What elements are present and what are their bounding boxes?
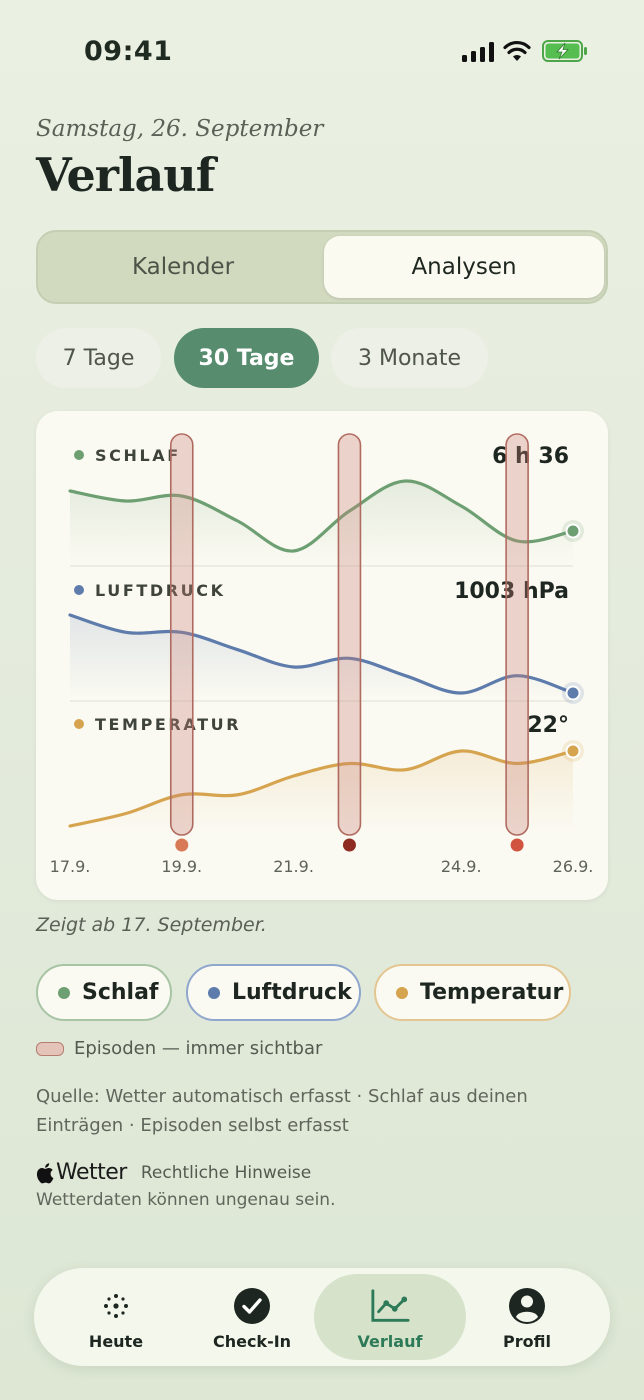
x-tick-label: 26.9.	[553, 857, 594, 876]
x-tick-label: 17.9.	[50, 857, 91, 876]
checkmark-circle-icon	[232, 1286, 272, 1326]
episode-legend: Episoden — immer sichtbar	[36, 1038, 322, 1059]
sparkle-dots-icon	[96, 1286, 136, 1326]
series-line	[68, 613, 575, 695]
weather-attribution: Wetter Rechtliche Hinweise	[36, 1160, 311, 1185]
series-current-value: 1003 hPa	[454, 579, 569, 604]
tab-check-in[interactable]: Check-In	[192, 1274, 312, 1360]
series-area	[70, 750, 573, 834]
episode-band	[337, 433, 362, 836]
range-7-days[interactable]: 7 Tage	[36, 328, 161, 388]
episode-swatch-icon	[36, 1041, 64, 1056]
tab-profile[interactable]: Profil	[466, 1274, 588, 1360]
legend-chip-pressure[interactable]: Luftdruck	[186, 964, 361, 1021]
series-current-value: 6 h 36	[492, 444, 569, 469]
tab-label: Heute	[88, 1332, 144, 1351]
sleep-dot-icon	[58, 986, 70, 999]
tab-label: Check-In	[212, 1332, 292, 1351]
weather-brand: Wetter	[56, 1160, 127, 1185]
view-segmented-control: Kalender Analysen	[36, 230, 608, 304]
trend-chart: SCHLAF 6 h 36 LUFTDRUCK 1003 hPa TEMPERATUR 2…	[50, 433, 594, 876]
episode-legend-label: Episoden — immer sichtbar	[74, 1038, 323, 1059]
series-dot	[74, 450, 84, 460]
current-point	[565, 523, 581, 539]
tab-label: Verlauf	[357, 1332, 423, 1351]
source-note: Quelle: Wetter automatisch erfasst · Sch…	[36, 1086, 528, 1136]
series-line	[68, 749, 575, 828]
segment-calendar[interactable]: Kalender	[131, 254, 235, 280]
series-name: SCHLAF	[95, 446, 181, 465]
episode-band	[169, 433, 194, 836]
legal-notice-link[interactable]: Rechtliche Hinweise	[140, 1162, 312, 1183]
pressure-dot-icon	[208, 986, 220, 999]
battery-charging-icon	[542, 40, 587, 62]
range-30-days[interactable]: 30 Tage	[174, 328, 319, 388]
status-time: 09:41	[84, 36, 173, 67]
series-current-value: 22°	[527, 713, 569, 738]
series-dot	[74, 719, 84, 729]
episode-marker	[175, 838, 189, 852]
range-note: Zeigt ab 17. September.	[36, 914, 267, 936]
tab-label: Profil	[503, 1332, 551, 1351]
series-name: TEMPERATUR	[95, 715, 241, 734]
apple-logo-icon	[36, 1162, 54, 1183]
weather-disclaimer: Wetterdaten können ungenau sein.	[36, 1190, 336, 1210]
series-area	[70, 615, 573, 701]
legend-chip-label: Temperatur	[420, 980, 564, 1005]
range-3-months[interactable]: 3 Monate	[331, 328, 488, 388]
legend-chip-sleep[interactable]: Schlaf	[36, 964, 172, 1021]
tab-today[interactable]: Heute	[56, 1274, 176, 1360]
line-chart-icon	[370, 1286, 410, 1326]
series-dot	[74, 585, 84, 595]
series-line	[68, 479, 575, 553]
date-subtitle: Samstag, 26. September	[36, 116, 324, 142]
legend-chip-label: Schlaf	[82, 980, 159, 1005]
x-tick-label: 21.9.	[273, 857, 314, 876]
tab-bar: Heute Check-In Verlauf Pro	[34, 1268, 610, 1366]
current-point	[565, 685, 581, 701]
segment-analytics[interactable]: Analysen	[324, 236, 604, 298]
episode-marker	[510, 838, 524, 852]
legend-chip-label: Luftdruck	[232, 980, 352, 1005]
x-tick-label: 19.9.	[161, 857, 202, 876]
current-point	[565, 743, 581, 759]
cellular-signal-icon	[462, 42, 494, 62]
episode-band	[505, 433, 529, 836]
legend-chip-temperature[interactable]: Temperatur	[374, 964, 571, 1021]
series-name: LUFTDRUCK	[95, 581, 226, 600]
tab-history[interactable]: Verlauf	[314, 1274, 466, 1360]
person-circle-icon	[507, 1286, 547, 1326]
series-area	[70, 480, 573, 566]
episode-marker	[342, 838, 356, 852]
wifi-icon	[503, 40, 531, 61]
x-tick-label: 24.9.	[441, 857, 482, 876]
page-title: Verlauf	[36, 148, 215, 202]
temperature-dot-icon	[396, 986, 408, 999]
chart-card: SCHLAF 6 h 36 LUFTDRUCK 1003 hPa TEMPERATUR 2…	[36, 411, 608, 900]
